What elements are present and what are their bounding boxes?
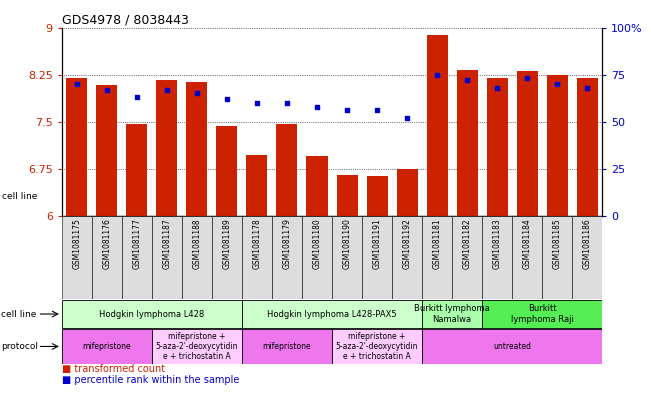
Bar — [62, 300, 242, 328]
Point — [522, 75, 533, 81]
Bar — [332, 216, 362, 299]
Bar — [242, 329, 332, 364]
Bar — [242, 300, 422, 328]
Text: cell line: cell line — [1, 310, 36, 319]
Text: GSM1081192: GSM1081192 — [402, 218, 411, 269]
Bar — [66, 78, 87, 216]
Text: GSM1081184: GSM1081184 — [523, 218, 532, 269]
Bar — [426, 35, 448, 216]
Text: Hodgkin lymphoma L428: Hodgkin lymphoma L428 — [99, 310, 204, 319]
Bar — [367, 176, 387, 216]
Text: GDS4978 / 8038443: GDS4978 / 8038443 — [62, 13, 189, 26]
Bar — [122, 216, 152, 299]
Bar — [212, 216, 242, 299]
Bar — [392, 216, 422, 299]
Point — [342, 107, 352, 114]
Point — [102, 86, 112, 93]
Bar — [182, 216, 212, 299]
Text: GSM1081176: GSM1081176 — [102, 218, 111, 269]
Bar — [517, 72, 538, 216]
Text: ■ percentile rank within the sample: ■ percentile rank within the sample — [62, 375, 239, 385]
Text: mifepristone +
5-aza-2'-deoxycytidin
e + trichostatin A: mifepristone + 5-aza-2'-deoxycytidin e +… — [336, 332, 419, 361]
Point — [582, 84, 592, 91]
Text: mifepristone +
5-aza-2'-deoxycytidin
e + trichostatin A: mifepristone + 5-aza-2'-deoxycytidin e +… — [156, 332, 238, 361]
Bar — [396, 169, 417, 216]
Bar — [486, 78, 508, 216]
Bar — [152, 329, 242, 364]
Bar — [422, 216, 452, 299]
Bar — [456, 70, 478, 216]
Text: GSM1081191: GSM1081191 — [372, 218, 381, 269]
Text: Hodgkin lymphoma L428-PAX5: Hodgkin lymphoma L428-PAX5 — [267, 310, 397, 319]
Point — [191, 90, 202, 97]
Bar — [272, 216, 302, 299]
Point — [282, 100, 292, 106]
Point — [432, 72, 442, 78]
Bar — [92, 216, 122, 299]
Bar — [307, 156, 327, 216]
Point — [552, 81, 562, 87]
Text: Burkitt lymphoma
Namalwa: Burkitt lymphoma Namalwa — [414, 304, 490, 324]
Bar — [277, 124, 298, 216]
Text: cell line: cell line — [2, 192, 37, 201]
Text: mifepristone: mifepristone — [83, 342, 132, 351]
Point — [222, 96, 232, 102]
Bar — [512, 216, 542, 299]
Bar — [542, 216, 572, 299]
Text: untreated: untreated — [493, 342, 531, 351]
Text: GSM1081177: GSM1081177 — [132, 218, 141, 269]
Point — [132, 94, 142, 100]
Text: GSM1081181: GSM1081181 — [432, 218, 441, 269]
Text: GSM1081186: GSM1081186 — [583, 218, 592, 269]
Bar — [337, 175, 357, 216]
Point — [161, 86, 172, 93]
Text: GSM1081180: GSM1081180 — [312, 218, 322, 269]
Bar — [482, 300, 602, 328]
Bar — [572, 216, 602, 299]
Bar — [577, 78, 598, 216]
Point — [372, 107, 382, 114]
Bar — [152, 216, 182, 299]
Point — [312, 103, 322, 110]
Bar — [247, 155, 268, 216]
Bar — [186, 82, 208, 216]
Bar — [482, 216, 512, 299]
Bar — [452, 216, 482, 299]
Bar — [96, 85, 117, 216]
Bar — [422, 300, 482, 328]
Point — [72, 81, 82, 87]
Bar — [62, 329, 152, 364]
Text: ■ transformed count: ■ transformed count — [62, 364, 165, 375]
Text: Burkitt
lymphoma Raji: Burkitt lymphoma Raji — [510, 304, 574, 324]
Bar — [216, 126, 238, 216]
Text: GSM1081179: GSM1081179 — [283, 218, 292, 269]
Bar — [242, 216, 272, 299]
Text: GSM1081183: GSM1081183 — [493, 218, 502, 269]
Text: GSM1081182: GSM1081182 — [463, 218, 471, 269]
Point — [252, 100, 262, 106]
Bar — [156, 80, 178, 216]
Point — [402, 115, 412, 121]
Text: mifepristone: mifepristone — [262, 342, 311, 351]
Text: GSM1081189: GSM1081189 — [223, 218, 232, 269]
Bar — [302, 216, 332, 299]
Text: GSM1081190: GSM1081190 — [342, 218, 352, 269]
Bar — [332, 329, 422, 364]
Bar — [362, 216, 392, 299]
Text: GSM1081175: GSM1081175 — [72, 218, 81, 269]
Bar — [547, 75, 568, 216]
Text: GSM1081187: GSM1081187 — [162, 218, 171, 269]
Text: protocol: protocol — [1, 342, 38, 351]
Bar — [126, 123, 147, 216]
Text: GSM1081178: GSM1081178 — [253, 218, 262, 269]
Text: GSM1081188: GSM1081188 — [193, 218, 201, 269]
Point — [462, 77, 473, 83]
Bar — [422, 329, 602, 364]
Bar — [62, 216, 92, 299]
Point — [492, 84, 503, 91]
Text: GSM1081185: GSM1081185 — [553, 218, 562, 269]
